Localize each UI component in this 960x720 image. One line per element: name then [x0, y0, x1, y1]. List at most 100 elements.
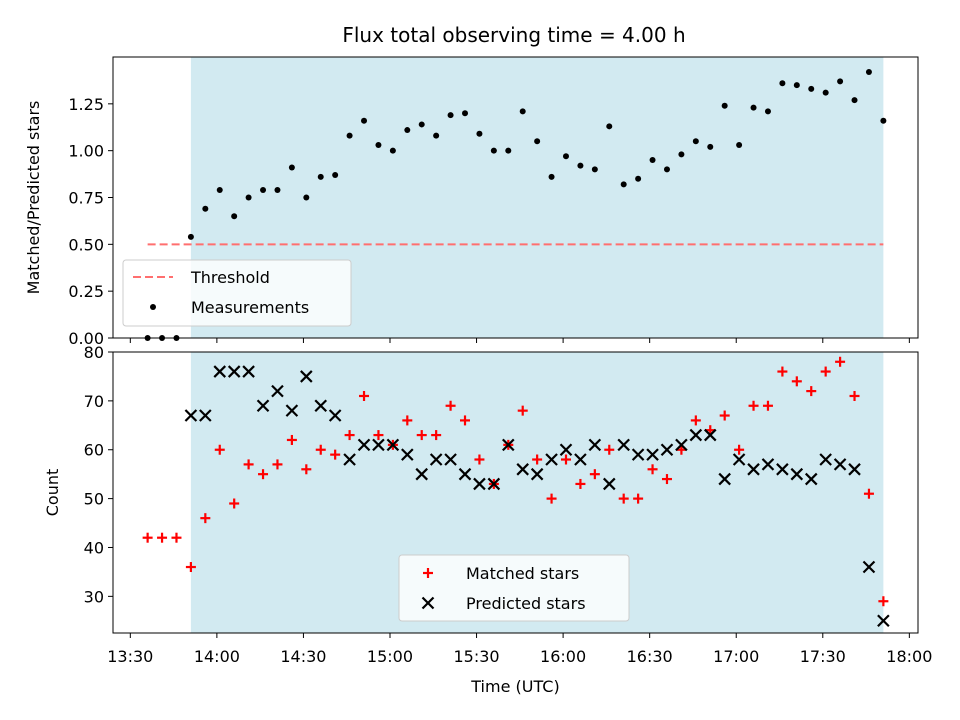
measurement-point — [490, 147, 497, 154]
bottom-y-tick-label: 50 — [84, 490, 104, 509]
top-y-tick-label: 0.00 — [68, 329, 104, 348]
measurement-point — [274, 187, 281, 194]
predicted-star-point — [516, 463, 529, 476]
legend-predicted-swatch — [421, 596, 435, 610]
matched-star-point — [301, 464, 312, 475]
x-tick-label: 18:00 — [886, 647, 932, 666]
predicted-star-point — [213, 365, 227, 378]
matched-star-point — [157, 532, 168, 543]
matched-star-point — [863, 488, 874, 499]
measurement-point — [851, 97, 858, 104]
predicted-star-point — [415, 467, 429, 481]
measurement-point — [620, 181, 627, 188]
bottom-axes-frame — [112, 351, 919, 634]
measurement-point — [837, 78, 844, 85]
predicted-star-point — [444, 453, 457, 466]
chart-title: Flux total observing time = 4.00 h — [342, 23, 685, 47]
measurement-point — [447, 112, 454, 119]
x-tick-label: 17:00 — [713, 647, 759, 666]
measurement-point — [462, 110, 469, 117]
matched-star-point — [431, 430, 442, 441]
predicted-star-point — [502, 438, 515, 452]
matched-star-point — [373, 430, 384, 441]
measurement-point — [750, 104, 757, 111]
measurement-point — [389, 147, 396, 154]
top-legend-box — [122, 259, 352, 327]
matched-star-point — [820, 366, 831, 377]
predicted-star-point — [660, 443, 674, 457]
measurement-point — [317, 173, 324, 180]
matched-star-point — [849, 390, 860, 401]
measurement-point — [880, 117, 887, 124]
matched-star-point — [229, 498, 240, 509]
measurement-point — [678, 151, 685, 158]
predicted-star-point — [386, 438, 400, 452]
measurement-point — [562, 153, 569, 160]
top-x-ticks — [129, 338, 910, 343]
matched-star-point — [791, 376, 802, 387]
top-y-axis-label: Matched/Predicted stars — [24, 101, 43, 295]
predicted-star-point — [631, 448, 645, 461]
measurement-point — [591, 166, 598, 173]
top-y-ticks: 0.00 0.25 0.50 0.75 1.00 1.25 — [68, 95, 113, 348]
measurement-point — [288, 164, 295, 171]
predicted-star-point — [545, 453, 558, 466]
legend-matched-marker — [423, 568, 433, 578]
measurement-point — [721, 102, 728, 109]
count-panel: 30 40 50 60 70 80 13:30 14:00 14:30 15:00 15:30 16… — [43, 343, 932, 696]
predicted-star-point — [458, 467, 472, 481]
predicted-star-point — [574, 453, 587, 466]
predicted-star-point — [689, 428, 703, 442]
measurement-point — [707, 143, 714, 150]
measurement-point — [260, 187, 267, 194]
matched-star-point — [546, 493, 557, 504]
predicted-star-point — [328, 409, 342, 422]
bottom-y-tick-label: 70 — [84, 392, 104, 411]
predicted-star-point — [675, 438, 688, 452]
x-tick-label: 14:00 — [194, 647, 240, 666]
predicted-star-point — [761, 458, 775, 471]
bottom-y-tick-label: 80 — [84, 343, 104, 362]
measurement-point — [231, 213, 238, 220]
matched-star-point — [777, 366, 788, 377]
predicted-star-point — [602, 477, 616, 491]
predicted-star-point — [285, 404, 299, 417]
x-tick-label: 16:30 — [627, 647, 673, 666]
predicted-star-point — [617, 438, 630, 452]
matched-star-point — [806, 386, 817, 397]
top-y-tick-label: 0.25 — [68, 282, 104, 301]
matched-star-point — [258, 469, 269, 480]
measurement-point — [476, 130, 483, 137]
predicted-star-point — [271, 384, 284, 398]
predicted-star-point — [862, 560, 876, 574]
bottom-y-axis-label: Count — [43, 469, 62, 517]
matched-star-point — [532, 454, 543, 465]
matched-star-point — [604, 444, 615, 455]
matched-star-point — [330, 449, 341, 460]
predicted-star-point — [487, 477, 501, 491]
predicted-star-point — [227, 365, 241, 378]
bottom-y-tick-label: 40 — [84, 538, 104, 557]
bottom-legend-box — [398, 554, 630, 622]
predicted-star-point — [314, 399, 328, 413]
matched-star-point — [589, 469, 600, 480]
matched-star-point — [575, 478, 586, 489]
matched-star-point — [560, 454, 571, 465]
bottom-data-marks — [142, 356, 890, 628]
measurement-point — [404, 127, 411, 134]
matched-star-point — [748, 400, 759, 411]
predicted-star-point — [703, 428, 717, 442]
measurement-point — [822, 89, 829, 96]
measurement-point — [361, 117, 368, 124]
matched-star-point — [878, 596, 889, 607]
top-data-marks — [144, 68, 887, 341]
matched-star-point — [690, 415, 701, 426]
matched-star-point — [734, 444, 745, 455]
matched-star-point — [445, 400, 456, 411]
measurement-point — [375, 142, 382, 149]
predicted-star-point — [804, 472, 818, 486]
predicted-star-point — [256, 399, 270, 413]
matched-star-point — [344, 430, 355, 441]
measurement-point — [534, 138, 541, 145]
x-tick-label: 16:00 — [540, 647, 586, 666]
